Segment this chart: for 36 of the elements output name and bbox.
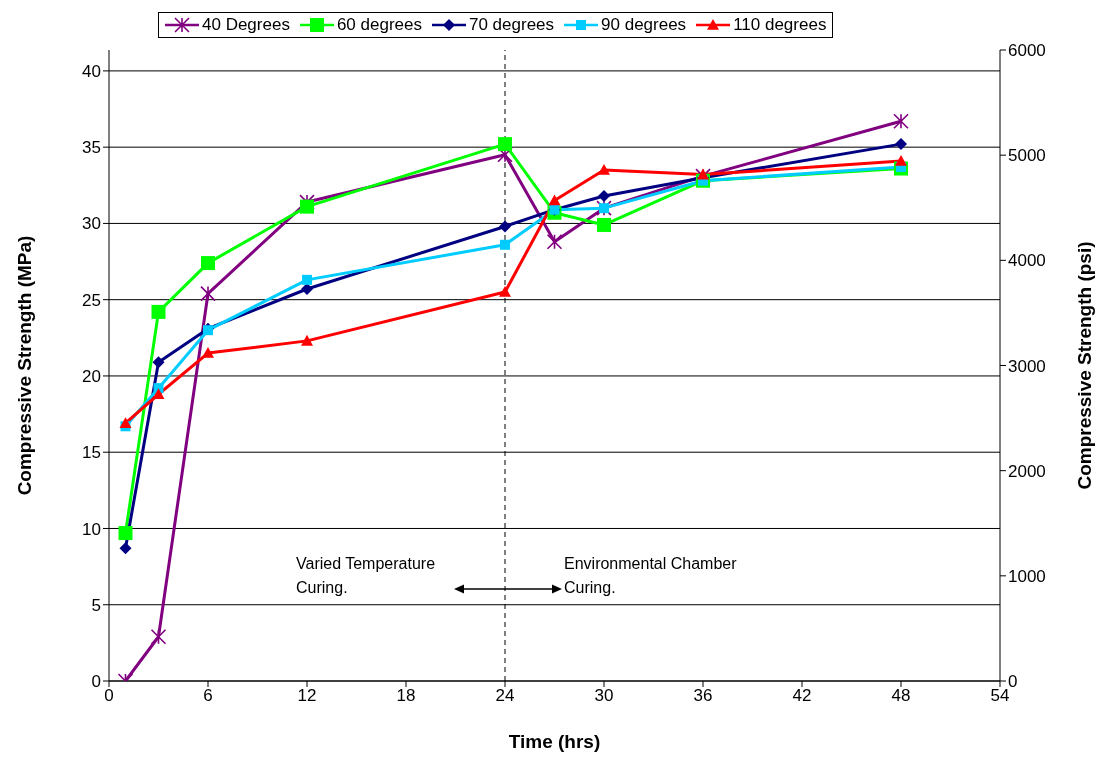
legend-label: 90 degrees <box>601 15 687 35</box>
x-axis-title: Time (hrs) <box>508 731 601 752</box>
y-tick-label: 10 <box>82 519 101 539</box>
legend-label: 60 degrees <box>336 15 422 35</box>
y2-tick-label: 1000 <box>1008 566 1046 586</box>
x-tick-label: 6 <box>203 686 213 706</box>
y-tick-label: 30 <box>82 214 101 234</box>
legend-label: 40 Degrees <box>202 15 290 35</box>
x-tick-label: 0 <box>104 686 114 706</box>
x-tick-label: 18 <box>396 686 416 706</box>
x-tick-label: 12 <box>297 686 317 706</box>
y-tick-label: 35 <box>82 138 101 158</box>
annotation: Environmental Chamber Curing. <box>564 554 738 598</box>
x-tick-label: 42 <box>792 686 812 706</box>
y-tick-label: 15 <box>82 443 101 463</box>
legend-label: 70 degrees <box>468 15 555 35</box>
y2-tick-label: 5000 <box>1008 146 1046 166</box>
x-tick-label: 48 <box>891 686 911 706</box>
y2-tick-label: 2000 <box>1008 461 1046 481</box>
annotation: Varied Temperature Curing. <box>296 554 437 598</box>
x-tick-label: 24 <box>495 686 515 706</box>
x-tick-label: 54 <box>990 686 1010 706</box>
y-tick-label: 40 <box>82 61 101 81</box>
x-tick-label: 30 <box>594 686 614 706</box>
legend-label: 110 degrees <box>733 15 827 35</box>
y2-tick-label: 6000 <box>1008 41 1046 61</box>
y-tick-label: 25 <box>82 290 101 310</box>
y2-tick-label: 4000 <box>1008 251 1046 271</box>
y-tick-label: 20 <box>82 366 101 386</box>
y2-axis-title: Compressive Strength (psi) <box>1073 241 1095 490</box>
y-tick-label: 0 <box>91 672 101 692</box>
y2-tick-label: 3000 <box>1008 356 1046 376</box>
y-tick-label: 5 <box>91 595 101 615</box>
x-tick-label: 36 <box>693 686 713 706</box>
y-axis-title: Compressive Strength (MPa) <box>13 235 35 496</box>
y2-tick-label: 0 <box>1008 672 1018 692</box>
